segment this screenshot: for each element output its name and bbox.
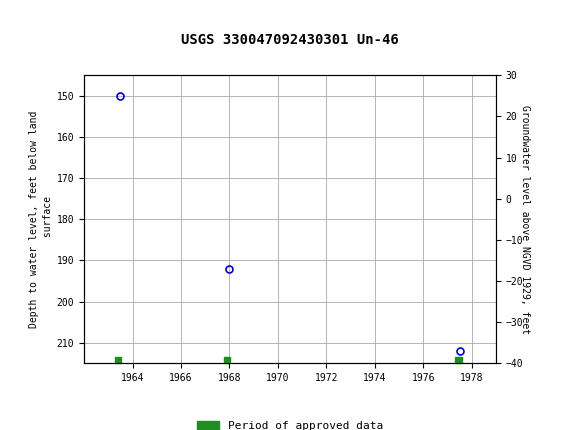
Bar xyxy=(224,357,230,363)
Bar xyxy=(115,357,121,363)
Bar xyxy=(455,357,462,363)
Text: USGS: USGS xyxy=(30,12,77,26)
Text: USGS 330047092430301 Un-46: USGS 330047092430301 Un-46 xyxy=(181,33,399,47)
Y-axis label: Depth to water level, feet below land
 surface: Depth to water level, feet below land su… xyxy=(30,111,53,328)
Y-axis label: Groundwater level above NGVD 1929, feet: Groundwater level above NGVD 1929, feet xyxy=(520,105,530,334)
Legend: Period of approved data: Period of approved data xyxy=(193,417,387,430)
